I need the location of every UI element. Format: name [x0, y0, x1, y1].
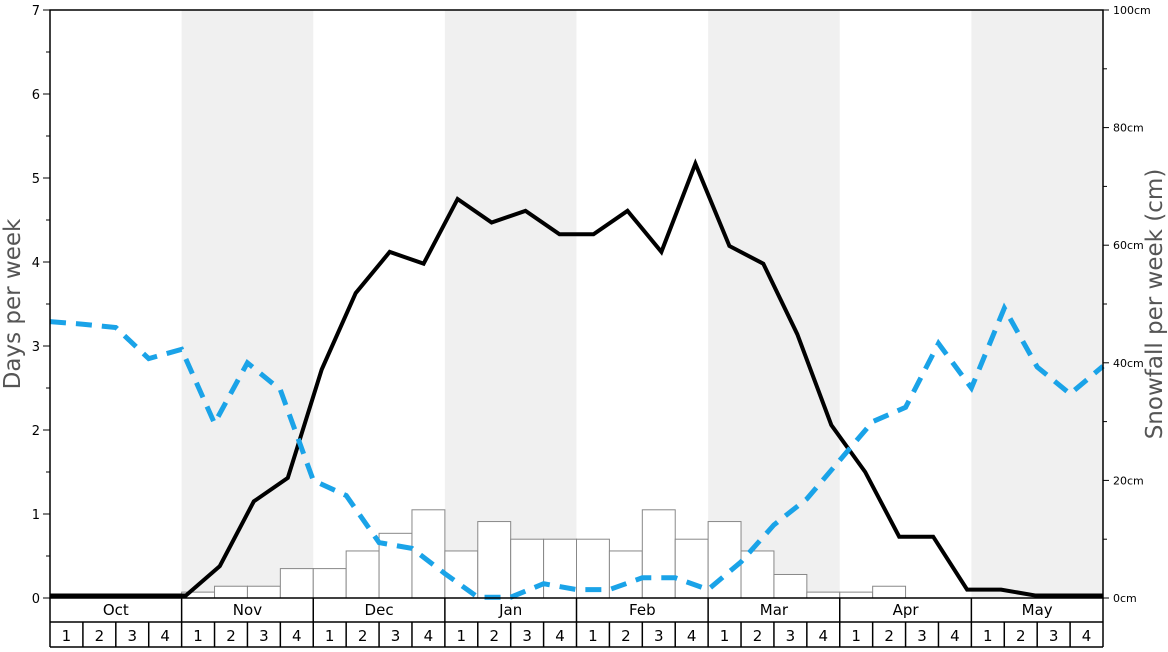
solid-series-line [50, 158, 1103, 598]
week-label: 1 [851, 627, 861, 645]
week-label: 3 [786, 627, 796, 645]
series-lines [49, 158, 1105, 600]
left-tick-label: 6 [32, 88, 40, 103]
snowfall-bar [674, 538, 709, 599]
left-tick-label: 2 [32, 424, 40, 439]
month-shade-nov [181, 10, 314, 598]
right-tick-label: 20cm [1113, 474, 1144, 487]
month-label-oct: Oct [103, 601, 129, 619]
week-label: 2 [226, 627, 236, 645]
week-label: 1 [325, 627, 335, 645]
right-tick-label: 40cm [1113, 357, 1144, 370]
right-tick-label: 80cm [1113, 122, 1144, 135]
week-label: 4 [950, 627, 960, 645]
right-axis-label: Snowfall per week (cm) [1142, 169, 1168, 440]
snowfall-bar [279, 568, 314, 599]
week-label: 2 [753, 627, 763, 645]
snowfall-bar [740, 550, 775, 599]
left-tick-label: 7 [32, 4, 40, 19]
week-label: 3 [522, 627, 532, 645]
week-label: 2 [621, 627, 631, 645]
snowfall-bar [510, 538, 545, 599]
week-label: 1 [720, 627, 730, 645]
week-label: 3 [917, 627, 927, 645]
week-label: 3 [654, 627, 664, 645]
left-axis: 0 1 2 3 4 5 6 7 [32, 4, 50, 607]
week-label: 1 [588, 627, 598, 645]
month-label-feb: Feb [629, 601, 656, 619]
right-axis: 0cm 20cm 40cm 60cm 80cm 100cm [1103, 4, 1151, 605]
snowfall-bar [246, 585, 281, 599]
month-label-nov: Nov [233, 601, 262, 619]
left-tick-label: 4 [32, 256, 40, 271]
left-tick-label: 0 [32, 592, 40, 607]
snowfall-bar [411, 509, 446, 599]
snowfall-bar [872, 585, 907, 599]
month-shading-layer [181, 10, 1103, 598]
snowfall-bar [773, 573, 808, 599]
left-tick-label: 3 [32, 340, 40, 355]
left-axis-label: Days per week [0, 218, 26, 389]
week-label: 1 [983, 627, 993, 645]
week-label: 4 [555, 627, 565, 645]
week-label: 4 [292, 627, 302, 645]
snowfall-bar [345, 550, 380, 599]
month-shade-jan [444, 10, 577, 598]
week-label: 2 [95, 627, 105, 645]
snowfall-bars [181, 509, 907, 599]
week-label: 4 [424, 627, 434, 645]
week-label: 4 [687, 627, 697, 645]
dashed-series-line [49, 302, 1105, 600]
right-tick-label: 60cm [1113, 239, 1144, 252]
snowfall-bar [312, 568, 347, 599]
month-label-dec: Dec [365, 601, 394, 619]
month-shade-may [971, 10, 1103, 598]
snowfall-bar [214, 585, 248, 599]
left-tick-label: 1 [32, 508, 40, 523]
snowfall-bar [608, 550, 643, 599]
right-tick-label: 100cm [1113, 4, 1151, 17]
week-label: 2 [1016, 627, 1026, 645]
week-label: 1 [457, 627, 467, 645]
week-label: 1 [193, 627, 203, 645]
week-label: 4 [819, 627, 829, 645]
week-label: 3 [259, 627, 269, 645]
month-label-apr: Apr [893, 601, 920, 619]
snowfall-bar [477, 521, 512, 599]
week-label: 1 [62, 627, 72, 645]
month-shade-mar [708, 10, 840, 598]
month-label-jan: Jan [498, 601, 522, 619]
week-label: 3 [391, 627, 401, 645]
week-label: 3 [1049, 627, 1059, 645]
snowfall-bar [806, 591, 841, 599]
left-tick-label: 5 [32, 172, 40, 187]
snowfall-bar [839, 591, 874, 599]
month-label-mar: Mar [760, 601, 789, 619]
week-label: 2 [884, 627, 894, 645]
month-label-may: May [1022, 601, 1053, 619]
month-week-axis: Oct 1 2 3 4 Nov 1 2 3 4 Dec 1 2 3 4 Jan 1 2 3 4 Feb 1 2 3 4 Mar 1 2… [49, 598, 1104, 648]
week-label: 4 [1082, 627, 1092, 645]
week-label: 3 [127, 627, 137, 645]
right-tick-label: 0cm [1113, 592, 1137, 605]
snowfall-bar [641, 509, 676, 599]
week-label: 2 [489, 627, 499, 645]
week-label: 4 [160, 627, 170, 645]
week-label: 2 [358, 627, 368, 645]
